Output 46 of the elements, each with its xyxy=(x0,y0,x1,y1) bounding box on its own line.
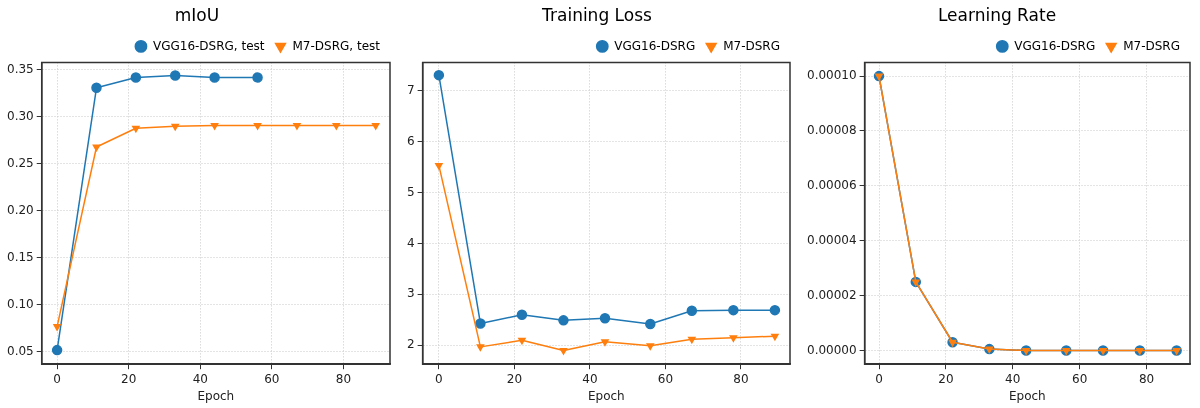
x-tick-label: 0 xyxy=(875,371,883,386)
y-tick-label: 2 xyxy=(406,337,415,352)
y-tick-label: 0.00000 xyxy=(807,342,857,357)
y-tick-label: 0.30 xyxy=(7,109,34,124)
y-tick-label: 0.00008 xyxy=(807,123,857,138)
y-tick-label: 0.35 xyxy=(7,62,34,77)
chart-title: Training Loss xyxy=(541,4,653,25)
x-axis-title: Epoch xyxy=(197,388,235,403)
chart-title: Learning Rate xyxy=(937,4,1057,25)
x-tick-label: 40 xyxy=(1005,371,1021,386)
y-tick-label: 0.25 xyxy=(7,156,34,171)
legend-label: VGG16-DSRG, test xyxy=(152,38,265,53)
legend-label: VGG16-DSRG xyxy=(1014,38,1096,53)
x-tick-label: 80 xyxy=(733,371,749,386)
y-tick-label: 5 xyxy=(406,184,415,199)
x-tick-label: 0 xyxy=(53,371,61,386)
y-tick-label: 6 xyxy=(406,133,415,148)
legend-label: VGG16-DSRG xyxy=(614,38,696,53)
x-tick-label: 60 xyxy=(657,371,674,386)
y-tick-label: 0.00004 xyxy=(807,232,857,247)
y-tick-label: 0.00006 xyxy=(807,177,857,192)
y-tick-label: 0.10 xyxy=(7,297,34,312)
x-tick-label: 40 xyxy=(192,371,208,386)
y-tick-label: 0.00010 xyxy=(807,68,857,83)
legend-label: M7-DSRG xyxy=(723,38,780,53)
x-tick-label: 80 xyxy=(335,371,352,386)
chart-title: mIoU xyxy=(174,4,220,25)
y-tick-label: 3 xyxy=(406,286,415,301)
x-axis-title: Epoch xyxy=(1008,388,1046,403)
y-tick-label: 0.00002 xyxy=(807,287,857,302)
x-tick-label: 40 xyxy=(582,371,598,386)
x-tick-label: 20 xyxy=(121,371,137,386)
x-tick-label: 60 xyxy=(1072,371,1088,386)
x-tick-label: 80 xyxy=(1138,371,1155,386)
y-tick-label: 0.20 xyxy=(7,203,34,218)
y-tick-label: 0.15 xyxy=(7,250,34,265)
x-tick-label: 20 xyxy=(506,371,523,386)
x-tick-label: 0 xyxy=(435,371,443,386)
x-axis-title: Epoch xyxy=(587,388,625,403)
legend-label: M7-DSRG, test xyxy=(292,38,381,53)
y-tick-label: 7 xyxy=(406,82,415,97)
legend-label: M7-DSRG xyxy=(1123,38,1180,53)
x-tick-label: 60 xyxy=(264,371,280,386)
y-tick-label: 4 xyxy=(406,235,415,250)
y-tick-label: 0.05 xyxy=(7,344,34,359)
x-tick-label: 20 xyxy=(938,371,954,386)
